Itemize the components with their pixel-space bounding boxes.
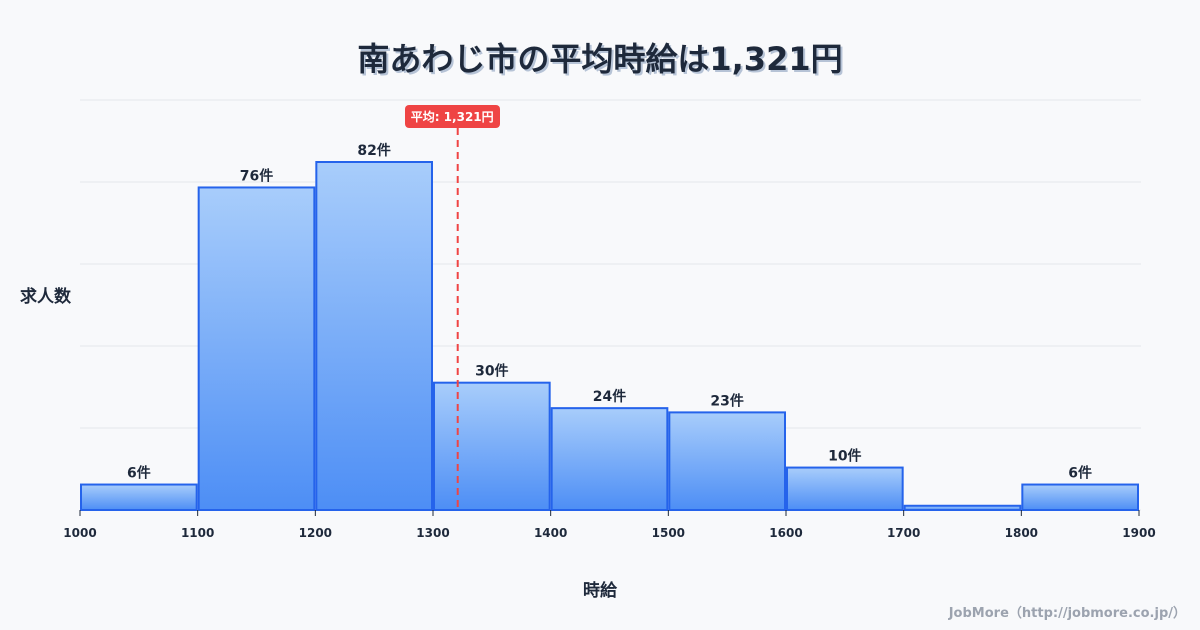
histogram-bar bbox=[905, 506, 1021, 510]
bar-value-label: 82件 bbox=[357, 142, 390, 159]
histogram-bar bbox=[81, 485, 197, 510]
x-tick-label: 1300 bbox=[416, 526, 449, 540]
bar-value-label: 6件 bbox=[127, 465, 151, 482]
bar-value-label: 76件 bbox=[240, 167, 273, 184]
histogram-bar bbox=[1022, 485, 1138, 510]
x-axis-ticks: 1000 1100 1200 1300 1400 1500 1600 1700 1800 1900 bbox=[63, 510, 1155, 540]
bar-value-label: 30件 bbox=[475, 363, 508, 380]
bar-value-label: 23件 bbox=[710, 392, 743, 409]
histogram-bar bbox=[669, 412, 785, 510]
histogram-bar bbox=[316, 162, 432, 510]
bar-value-label: 24件 bbox=[593, 388, 626, 405]
x-tick-label: 1800 bbox=[1005, 526, 1038, 540]
x-tick-label: 1900 bbox=[1122, 526, 1155, 540]
x-tick-label: 1400 bbox=[534, 526, 567, 540]
histogram-bar bbox=[552, 408, 668, 510]
bar-value-label: 10件 bbox=[828, 448, 861, 465]
histogram-bar bbox=[787, 468, 903, 510]
x-tick-label: 1100 bbox=[181, 526, 214, 540]
histogram-bar bbox=[199, 187, 315, 510]
x-tick-label: 1700 bbox=[887, 526, 920, 540]
bar-value-label: 6件 bbox=[1068, 465, 1092, 482]
histogram-chart: 6件76件82件30件24件23件10件6件 10001100120013001… bbox=[0, 0, 1200, 630]
x-tick-label: 1500 bbox=[652, 526, 685, 540]
bars: 6件 76件 82件 30件 24件 23件 10件 6件 bbox=[81, 142, 1138, 510]
histogram-bar bbox=[434, 383, 550, 510]
x-tick-label: 1600 bbox=[769, 526, 802, 540]
x-tick-label: 1200 bbox=[299, 526, 332, 540]
x-tick-label: 1000 bbox=[63, 526, 96, 540]
